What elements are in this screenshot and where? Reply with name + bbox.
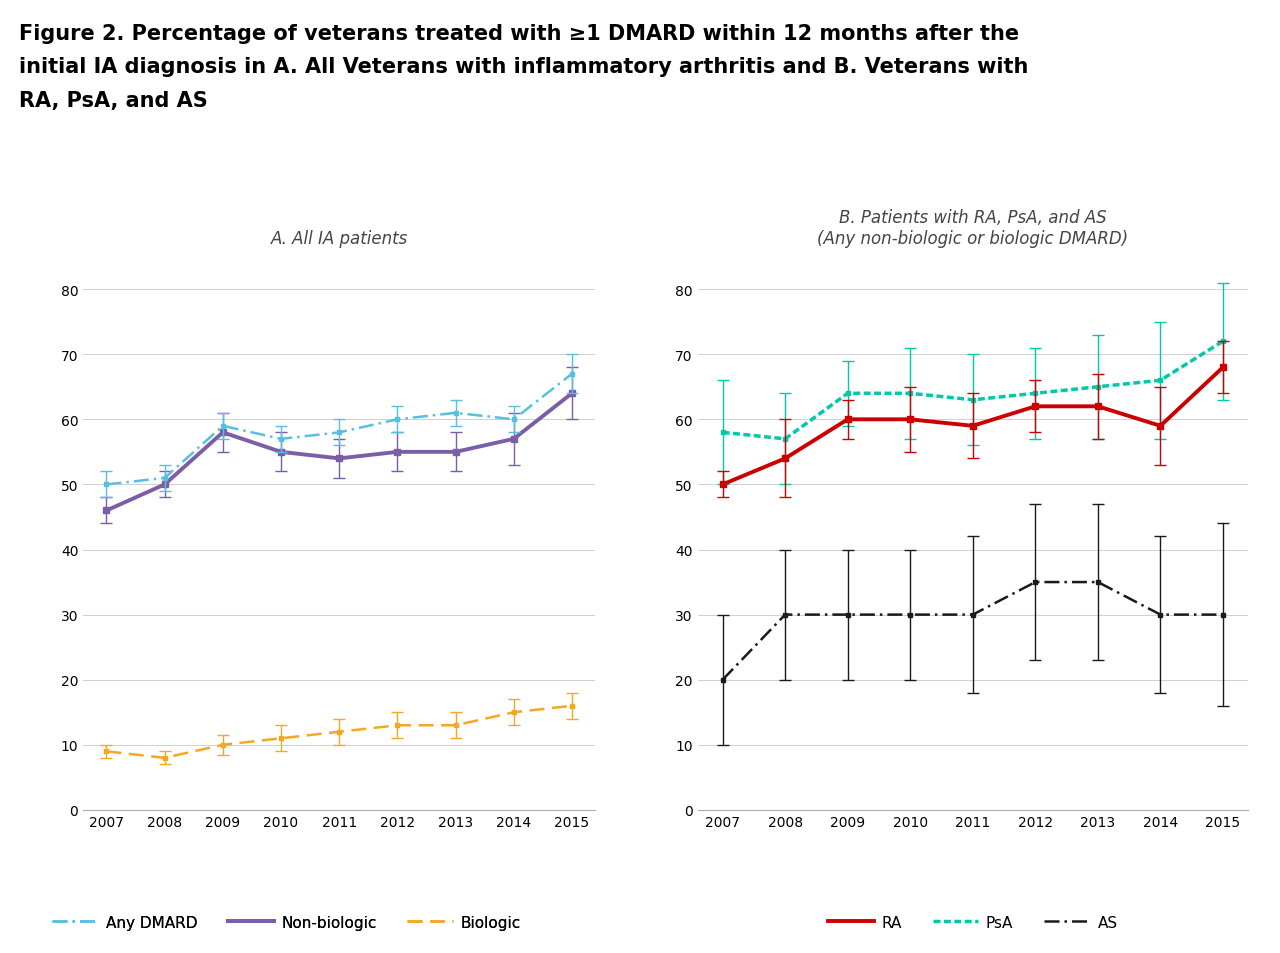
Title: A. All IA patients: A. All IA patients: [270, 230, 408, 248]
Title: B. Patients with RA, PsA, and AS
(Any non-biologic or biologic DMARD): B. Patients with RA, PsA, and AS (Any no…: [817, 209, 1129, 248]
Text: initial IA diagnosis in A. All Veterans with inflammatory arthritis and B. Veter: initial IA diagnosis in A. All Veterans …: [19, 57, 1029, 77]
Text: Figure 2. Percentage of veterans treated with ≥1 DMARD within 12 months after th: Figure 2. Percentage of veterans treated…: [19, 24, 1019, 44]
Text: RA, PsA, and AS: RA, PsA, and AS: [19, 91, 207, 111]
Legend: RA, PsA, AS: RA, PsA, AS: [822, 908, 1124, 936]
Legend: Any DMARD, Non-biologic, Biologic: Any DMARD, Non-biologic, Biologic: [46, 908, 527, 936]
